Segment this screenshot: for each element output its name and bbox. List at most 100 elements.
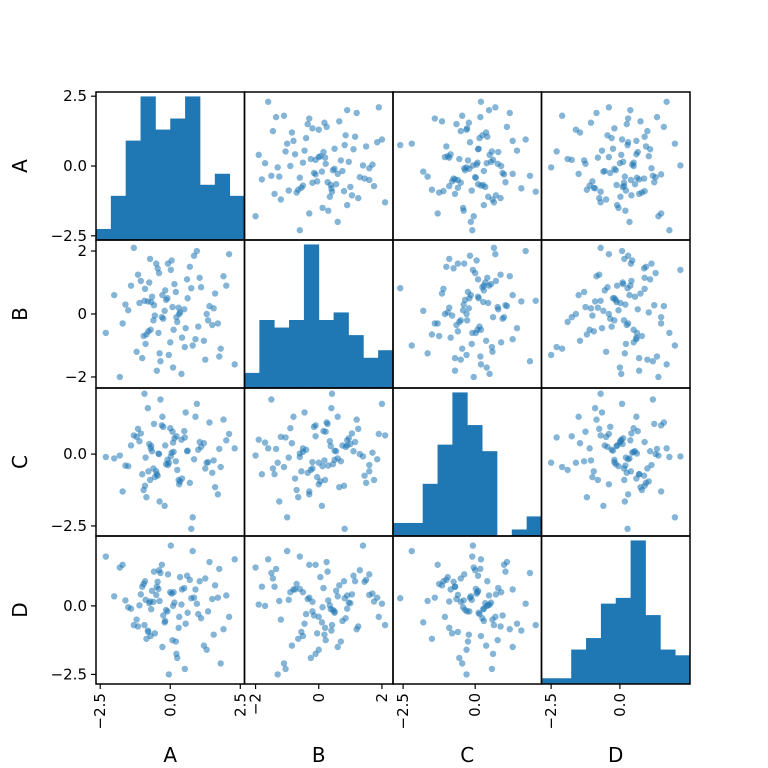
scatter-point-C-A-44 xyxy=(428,186,436,193)
scatter-point-A-D-79 xyxy=(181,665,189,673)
scatter-point-A-B-24 xyxy=(186,263,194,270)
scatter-point-B-C-27 xyxy=(280,463,288,471)
xtick-label-B-0: −2 xyxy=(247,693,265,715)
scatter-point-A-C-65 xyxy=(184,447,191,454)
scatter-point-D-B-32 xyxy=(589,312,596,319)
scatter-point-D-A-4 xyxy=(627,176,635,184)
scatter-point-D-A-84 xyxy=(597,188,604,195)
xlabel-B: B xyxy=(312,743,326,767)
scatter-point-B-A-86 xyxy=(296,174,303,181)
scatter-point-B-C-20 xyxy=(318,502,326,510)
scatter-point-C-A-41 xyxy=(506,109,513,117)
scatter-point-B-D-87 xyxy=(322,636,329,644)
scatter-point-B-C-24 xyxy=(362,479,370,487)
scatter-point-A-D-50 xyxy=(176,573,184,581)
scatter-point-A-B-28 xyxy=(111,291,118,299)
scatter-point-D-B-84 xyxy=(597,297,604,304)
scatter-point-D-A-71 xyxy=(596,194,603,202)
scatter-point-A-C-13 xyxy=(225,430,233,438)
scatter-point-B-A-12 xyxy=(306,115,313,122)
ylabel-C: C xyxy=(8,455,32,469)
scatter-point-A-C-29 xyxy=(130,432,138,439)
scatter-point-A-D-78 xyxy=(176,613,183,621)
scatter-point-A-D-62 xyxy=(167,542,175,549)
scatter-point-A-B-75 xyxy=(159,291,166,299)
scatter-point-C-D-75 xyxy=(509,643,516,651)
scatter-point-B-D-15 xyxy=(343,605,351,612)
scatter-point-A-B-42 xyxy=(116,373,124,381)
scatter-point-D-B-75 xyxy=(575,291,582,299)
scatter-point-C-A-36 xyxy=(456,155,463,163)
scatter-point-B-D-60 xyxy=(276,597,283,605)
scatter-point-C-B-7 xyxy=(483,364,490,371)
scatter-point-C-D-81 xyxy=(484,578,491,585)
scatter-point-B-A-47 xyxy=(310,169,318,177)
scatter-point-B-A-74 xyxy=(258,176,266,183)
scatter-point-B-D-83 xyxy=(272,565,280,573)
scatter-point-C-A-57 xyxy=(492,192,500,199)
histogram-bar-D-6 xyxy=(630,540,646,684)
cell-A-C xyxy=(397,98,539,234)
xlabel-D: D xyxy=(608,743,623,767)
scatter-point-A-B-11 xyxy=(203,310,210,318)
scatter-point-C-B-78 xyxy=(441,310,449,318)
scatter-point-D-C-50 xyxy=(645,478,652,485)
scatter-point-A-D-38 xyxy=(189,547,196,555)
scatter-point-A-B-64 xyxy=(178,334,186,341)
scatter-point-C-B-38 xyxy=(408,342,415,349)
scatter-point-A-C-41 xyxy=(220,416,227,423)
scatter-point-B-A-73 xyxy=(327,181,334,189)
scatter-point-D-C-53 xyxy=(576,439,584,447)
scatter-point-C-B-24 xyxy=(443,263,450,270)
cell-A-A xyxy=(96,96,245,240)
scatter-point-D-A-68 xyxy=(587,119,595,126)
scatter-point-B-D-40 xyxy=(304,595,311,603)
scatter-point-C-A-72 xyxy=(468,187,475,194)
scatter-point-A-B-65 xyxy=(184,295,191,302)
scatter-point-B-A-84 xyxy=(328,188,336,195)
scatter-point-A-B-15 xyxy=(127,282,135,289)
scatter-point-A-C-38 xyxy=(189,514,196,521)
scatter-point-A-C-26 xyxy=(206,419,213,426)
scatter-point-A-B-73 xyxy=(148,298,155,306)
scatter-point-A-D-71 xyxy=(134,623,142,630)
histogram-bar-C-1 xyxy=(407,522,424,536)
scatter-point-D-A-51 xyxy=(598,147,606,154)
scatter-point-C-A-86 xyxy=(472,174,479,181)
scatter-point-C-B-40 xyxy=(453,321,460,329)
histogram-bar-B-9 xyxy=(378,350,393,388)
scatter-point-A-D-8 xyxy=(175,624,182,632)
scatter-point-D-B-27 xyxy=(558,345,566,352)
scatter-point-C-A-64 xyxy=(447,151,454,158)
scatter-point-A-D-14 xyxy=(102,553,110,560)
scatter-point-B-C-47 xyxy=(310,423,318,430)
scatter-point-A-D-55 xyxy=(231,556,238,563)
scatter-point-D-A-66 xyxy=(618,136,626,143)
scatter-point-D-C-78 xyxy=(605,481,613,488)
scatter-point-C-A-55 xyxy=(477,98,485,105)
scatter-point-A-C-10 xyxy=(192,413,199,420)
scatter-point-B-C-46 xyxy=(361,472,368,479)
scatter-point-C-A-43 xyxy=(484,193,492,200)
scatter-point-A-B-79 xyxy=(181,343,189,351)
cell-C-D xyxy=(547,390,684,533)
scatter-point-C-A-76 xyxy=(461,165,468,172)
scatter-point-D-A-63 xyxy=(568,156,575,164)
scatter-point-D-C-12 xyxy=(624,491,632,498)
scatter-point-C-B-62 xyxy=(469,266,477,274)
scatter-point-B-D-72 xyxy=(285,596,292,604)
scatter-point-A-B-22 xyxy=(172,288,180,296)
scatter-point-A-D-30 xyxy=(140,580,147,588)
scatter-point-D-A-48 xyxy=(547,164,555,171)
scatter-point-C-B-72 xyxy=(468,340,475,348)
scatter-point-D-B-63 xyxy=(568,313,575,321)
scatter-point-B-D-18 xyxy=(309,598,316,605)
scatter-point-B-A-51 xyxy=(301,147,308,154)
scatter-point-A-C-66 xyxy=(193,400,201,408)
ytick-label-A-1: 0.0 xyxy=(63,157,87,175)
scatter-point-C-A-16 xyxy=(451,190,459,198)
scatter-point-D-C-57 xyxy=(628,430,635,437)
scatter-point-B-A-31 xyxy=(347,183,354,191)
scatter-point-D-A-86 xyxy=(633,174,641,181)
scatter-point-D-C-20 xyxy=(600,502,607,510)
